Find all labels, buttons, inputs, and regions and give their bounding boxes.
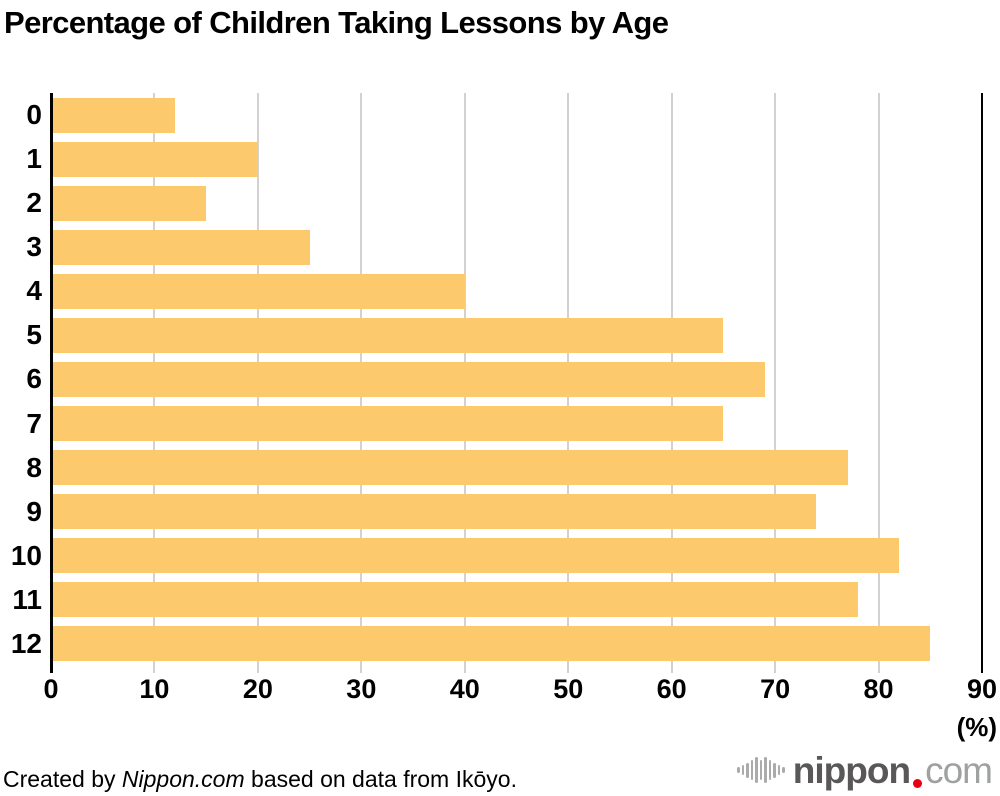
bar-age-12	[51, 626, 931, 662]
y-tick-label-7: 7	[26, 407, 42, 439]
x-tick-label-80: 80	[863, 674, 894, 704]
bar-age-9	[51, 494, 817, 530]
credit-line: Created by Nippon.com based on data from…	[3, 766, 517, 793]
bar-age-4	[51, 273, 465, 309]
credit-source: Nippon.com	[121, 766, 245, 792]
bar-age-1	[51, 141, 258, 177]
credit-suffix: based on data from Ikōyo.	[244, 766, 517, 792]
nippon-logo-text: nippon com	[792, 749, 993, 791]
x-tick-label-60: 60	[656, 674, 687, 704]
bar-age-0	[51, 97, 176, 133]
x-tick-label-90: 90	[966, 674, 998, 704]
x-axis-labels: 0 10 20 30 40 50 60 70 80 90	[43, 674, 997, 706]
chart-title: Percentage of Children Taking Lessons by…	[4, 5, 669, 40]
bar-age-7	[51, 406, 724, 442]
x-tick-label-30: 30	[346, 674, 377, 704]
credit-prefix: Created by	[3, 766, 122, 792]
x-tick-label-70: 70	[760, 674, 791, 704]
logo-name: nippon	[792, 749, 911, 791]
y-tick-label-8: 8	[26, 451, 42, 483]
gridline-70	[774, 93, 777, 673]
y-tick-label-9: 9	[26, 495, 42, 527]
bar-age-11	[51, 582, 858, 618]
y-tick-label-5: 5	[26, 319, 42, 351]
bar-age-5	[51, 317, 724, 353]
y-tick-label-2: 2	[26, 187, 42, 219]
y-axis-labels: 0 1 2 3 4 5 6 7 8 9 10 11 12	[0, 93, 42, 666]
y-tick-label-4: 4	[26, 275, 42, 307]
bar-age-8	[51, 450, 848, 486]
x-tick-label-10: 10	[139, 674, 170, 704]
bar-age-10	[51, 538, 900, 574]
y-tick-label-10: 10	[10, 539, 42, 571]
bar-age-6	[51, 362, 765, 397]
x-tick-label-40: 40	[449, 674, 480, 704]
logo-tld: com	[925, 749, 993, 791]
gridline-80	[877, 93, 880, 673]
x-tick-label-0: 0	[43, 674, 59, 704]
y-tick-label-0: 0	[26, 99, 42, 131]
plot-area	[50, 93, 983, 673]
nippon-logo: nippon com	[737, 747, 993, 793]
bar-age-2	[51, 185, 207, 221]
y-axis-line	[50, 93, 53, 673]
y-tick-label-1: 1	[26, 143, 42, 175]
logo-dot-icon	[913, 778, 923, 788]
waveform-icon	[737, 755, 785, 785]
y-tick-label-12: 12	[10, 627, 42, 659]
y-tick-label-11: 11	[12, 583, 42, 615]
right-boundary-line	[981, 93, 983, 673]
x-tick-label-20: 20	[242, 674, 273, 704]
y-tick-label-6: 6	[26, 363, 42, 395]
x-axis-unit-label: (%)	[956, 712, 997, 742]
bar-age-3	[51, 229, 310, 265]
y-tick-label-3: 3	[26, 231, 42, 263]
x-tick-label-50: 50	[553, 674, 584, 704]
